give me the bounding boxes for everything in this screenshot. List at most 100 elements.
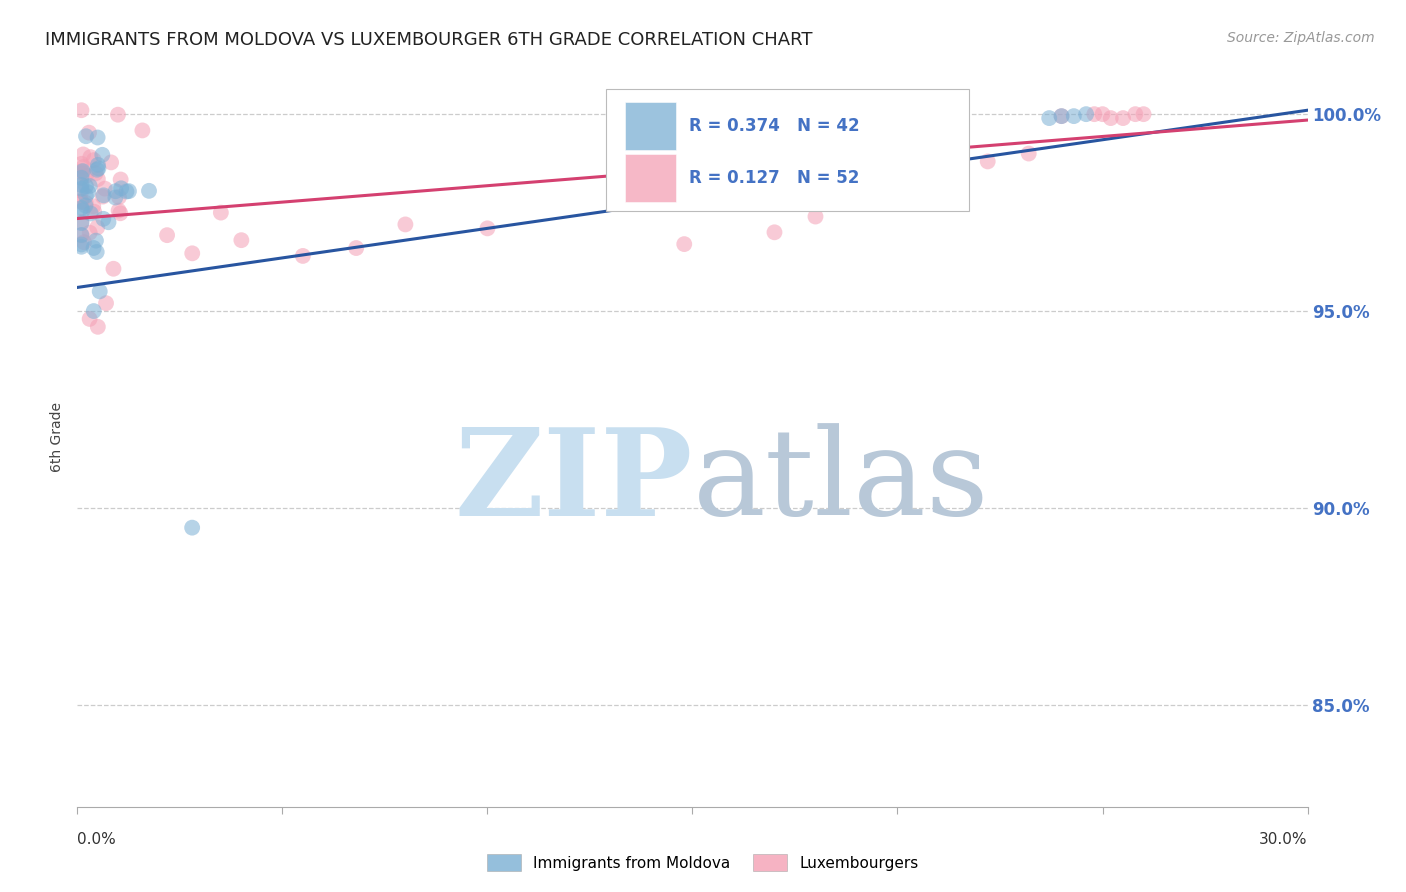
Point <box>75 179 97 194</box>
Point <box>110 206 132 220</box>
Point <box>231 233 253 247</box>
Point <box>72 164 94 178</box>
Point <box>75 188 97 202</box>
Point <box>1063 109 1085 123</box>
Point <box>83 204 105 219</box>
Point <box>91 189 114 203</box>
Point <box>79 312 101 326</box>
Point <box>1083 107 1105 121</box>
Point <box>70 194 93 209</box>
Point <box>291 249 314 263</box>
Text: ZIP: ZIP <box>454 423 693 541</box>
Point <box>94 296 117 310</box>
Point <box>70 194 93 209</box>
Point <box>75 198 97 212</box>
Point <box>72 147 94 161</box>
Point <box>1091 107 1114 121</box>
Point <box>79 226 101 240</box>
Point <box>209 205 232 219</box>
Text: R = 0.127   N = 52: R = 0.127 N = 52 <box>689 169 859 187</box>
Point <box>77 186 100 200</box>
Point <box>1050 109 1073 123</box>
Point <box>866 186 889 200</box>
Text: 0.0%: 0.0% <box>77 832 117 847</box>
Point <box>107 108 129 122</box>
Text: Source: ZipAtlas.com: Source: ZipAtlas.com <box>1227 31 1375 45</box>
Point <box>72 166 94 180</box>
Point <box>673 237 696 252</box>
Point <box>84 166 107 180</box>
Point <box>75 129 97 144</box>
Point <box>83 153 105 167</box>
Point <box>91 211 114 226</box>
Point <box>70 164 93 178</box>
Point <box>97 215 120 229</box>
Point <box>84 234 107 248</box>
Point <box>108 190 131 204</box>
Point <box>110 172 132 186</box>
Point <box>70 157 93 171</box>
Point <box>104 190 127 204</box>
Y-axis label: 6th Grade: 6th Grade <box>51 402 65 472</box>
Point <box>70 237 93 252</box>
Point <box>82 199 104 213</box>
Point <box>70 103 93 118</box>
Point <box>79 150 101 164</box>
Point <box>1018 146 1040 161</box>
Point <box>91 148 114 162</box>
FancyBboxPatch shape <box>606 89 969 211</box>
Point <box>115 185 138 199</box>
Point <box>70 201 93 215</box>
Point <box>104 184 127 198</box>
Point <box>73 235 96 249</box>
Point <box>1099 111 1122 125</box>
Point <box>86 220 108 235</box>
Point <box>107 203 129 218</box>
Point <box>1038 111 1060 125</box>
Point <box>763 225 786 239</box>
Legend: Immigrants from Moldova, Luxembourgers: Immigrants from Moldova, Luxembourgers <box>481 848 925 877</box>
Point <box>86 130 108 145</box>
Text: IMMIGRANTS FROM MOLDOVA VS LUXEMBOURGER 6TH GRADE CORRELATION CHART: IMMIGRANTS FROM MOLDOVA VS LUXEMBOURGER … <box>45 31 813 49</box>
Point <box>804 210 827 224</box>
Point <box>131 123 153 137</box>
Point <box>72 160 94 174</box>
Point <box>75 195 97 210</box>
Point <box>70 170 93 185</box>
Point <box>94 181 117 195</box>
Point <box>1112 111 1135 125</box>
Point <box>100 155 122 169</box>
Point <box>70 228 93 243</box>
FancyBboxPatch shape <box>624 154 676 202</box>
Point <box>928 170 950 185</box>
Point <box>1050 109 1073 123</box>
Point <box>75 169 97 183</box>
FancyBboxPatch shape <box>624 103 676 150</box>
Point <box>477 221 499 235</box>
Text: atlas: atlas <box>693 423 988 540</box>
Point <box>86 245 108 260</box>
Point <box>79 206 101 220</box>
Point <box>89 285 111 299</box>
Point <box>83 304 105 318</box>
Point <box>87 158 110 172</box>
Point <box>1125 107 1147 121</box>
Point <box>103 261 125 276</box>
Point <box>70 240 93 254</box>
Text: 30.0%: 30.0% <box>1260 832 1308 847</box>
Point <box>344 241 367 255</box>
Point <box>87 161 110 176</box>
Point <box>70 178 93 192</box>
Point <box>156 228 179 243</box>
Point <box>70 227 93 242</box>
Point <box>977 154 1000 169</box>
Point <box>86 162 108 177</box>
Text: R = 0.374   N = 42: R = 0.374 N = 42 <box>689 117 859 135</box>
Point <box>70 215 93 229</box>
Point <box>70 181 93 195</box>
Point <box>110 181 132 195</box>
Point <box>83 241 105 255</box>
Point <box>181 246 204 260</box>
Point <box>72 203 94 218</box>
Point <box>394 218 416 232</box>
